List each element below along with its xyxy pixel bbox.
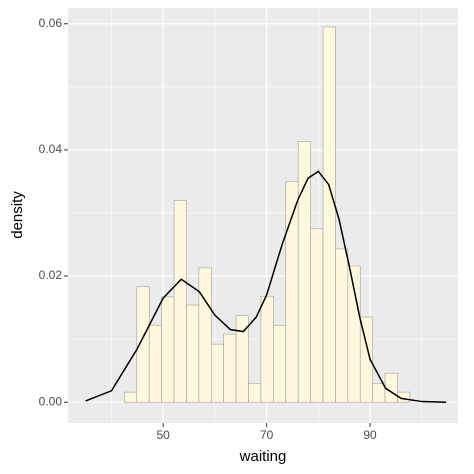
y-tick-label: 0.04	[39, 142, 63, 156]
density-line	[85, 170, 447, 403]
bar	[297, 141, 311, 403]
bar	[310, 228, 324, 403]
bar	[248, 382, 262, 403]
x-axis-title: waiting	[239, 448, 287, 465]
bar	[173, 200, 187, 403]
bar	[335, 248, 349, 403]
bar	[124, 391, 138, 403]
bar	[235, 315, 249, 403]
x-tick-label: 70	[260, 428, 274, 442]
bar	[223, 333, 237, 403]
y-axis-title: density	[9, 191, 26, 239]
y-tick-label: 0.06	[39, 16, 63, 30]
bar	[148, 324, 162, 403]
bar	[273, 324, 287, 403]
y-tick-label: 0.00	[39, 394, 63, 408]
bar	[322, 26, 336, 403]
bar	[198, 267, 212, 403]
bar	[260, 295, 274, 403]
bar	[186, 304, 200, 403]
y-tick-label: 0.02	[39, 268, 63, 282]
bar	[384, 372, 398, 403]
bar	[372, 382, 386, 403]
x-tick-label: 50	[156, 428, 170, 442]
bar	[161, 296, 175, 403]
bar	[397, 391, 411, 403]
x-tick-label: 90	[363, 428, 377, 442]
bar	[210, 343, 224, 403]
bar	[359, 316, 373, 403]
